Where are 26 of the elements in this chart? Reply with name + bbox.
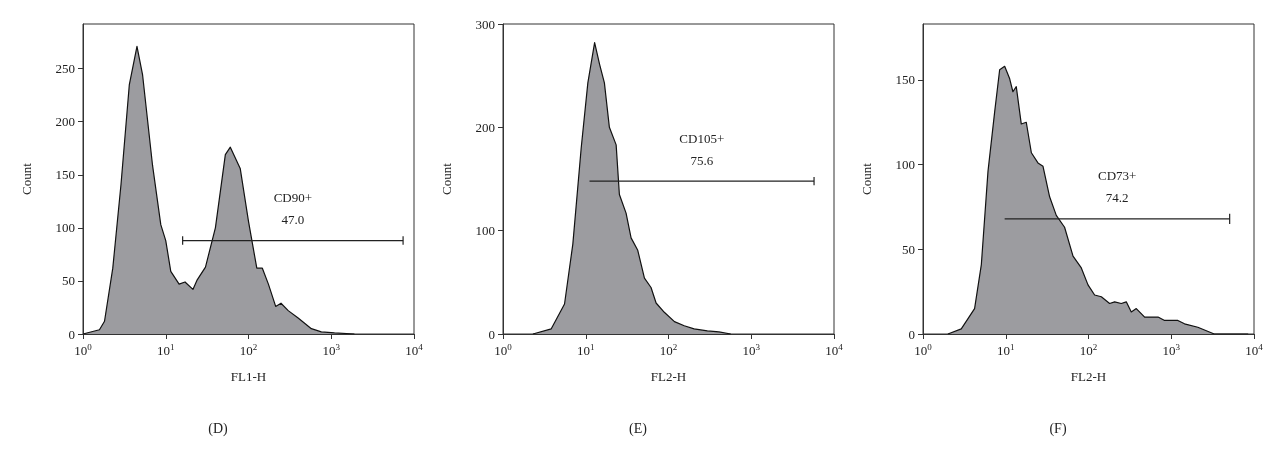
y-tick-label: 200 [475, 119, 495, 135]
y-tick-label: 50 [62, 273, 75, 289]
y-axis-title: Count [439, 162, 454, 195]
y-axis-title: Count [859, 162, 874, 195]
annotation: CD73+ 74.2 [1097, 168, 1137, 206]
y-tick-label: 150 [895, 72, 915, 88]
y-tick-label: 0 [488, 326, 495, 342]
annotation: CD105+ 75.6 [679, 130, 725, 168]
text: (E) [629, 420, 648, 437]
y-tick-label: 50 [902, 241, 915, 257]
y-tick-label: 100 [895, 157, 915, 173]
annotation: CD90+ 47.0 [273, 190, 313, 228]
x-axis-title: FL2-H [650, 369, 687, 384]
y-axis-title: Count [19, 162, 34, 195]
x-axis-title: FL2-H [1070, 369, 1107, 384]
y-tick-label: 250 [55, 61, 75, 77]
y-tick-label: 100 [475, 223, 495, 239]
x-axis-title: FL1-H [230, 369, 267, 384]
y-tick-label: 300 [475, 16, 495, 32]
text: (F) [1049, 420, 1067, 437]
text: (D) [208, 420, 229, 437]
y-tick-label: 0 [68, 326, 75, 342]
y-tick-label: 150 [55, 167, 75, 183]
y-tick-label: 200 [55, 114, 75, 130]
y-tick-label: 100 [55, 220, 75, 236]
y-tick-label: 0 [908, 326, 915, 342]
